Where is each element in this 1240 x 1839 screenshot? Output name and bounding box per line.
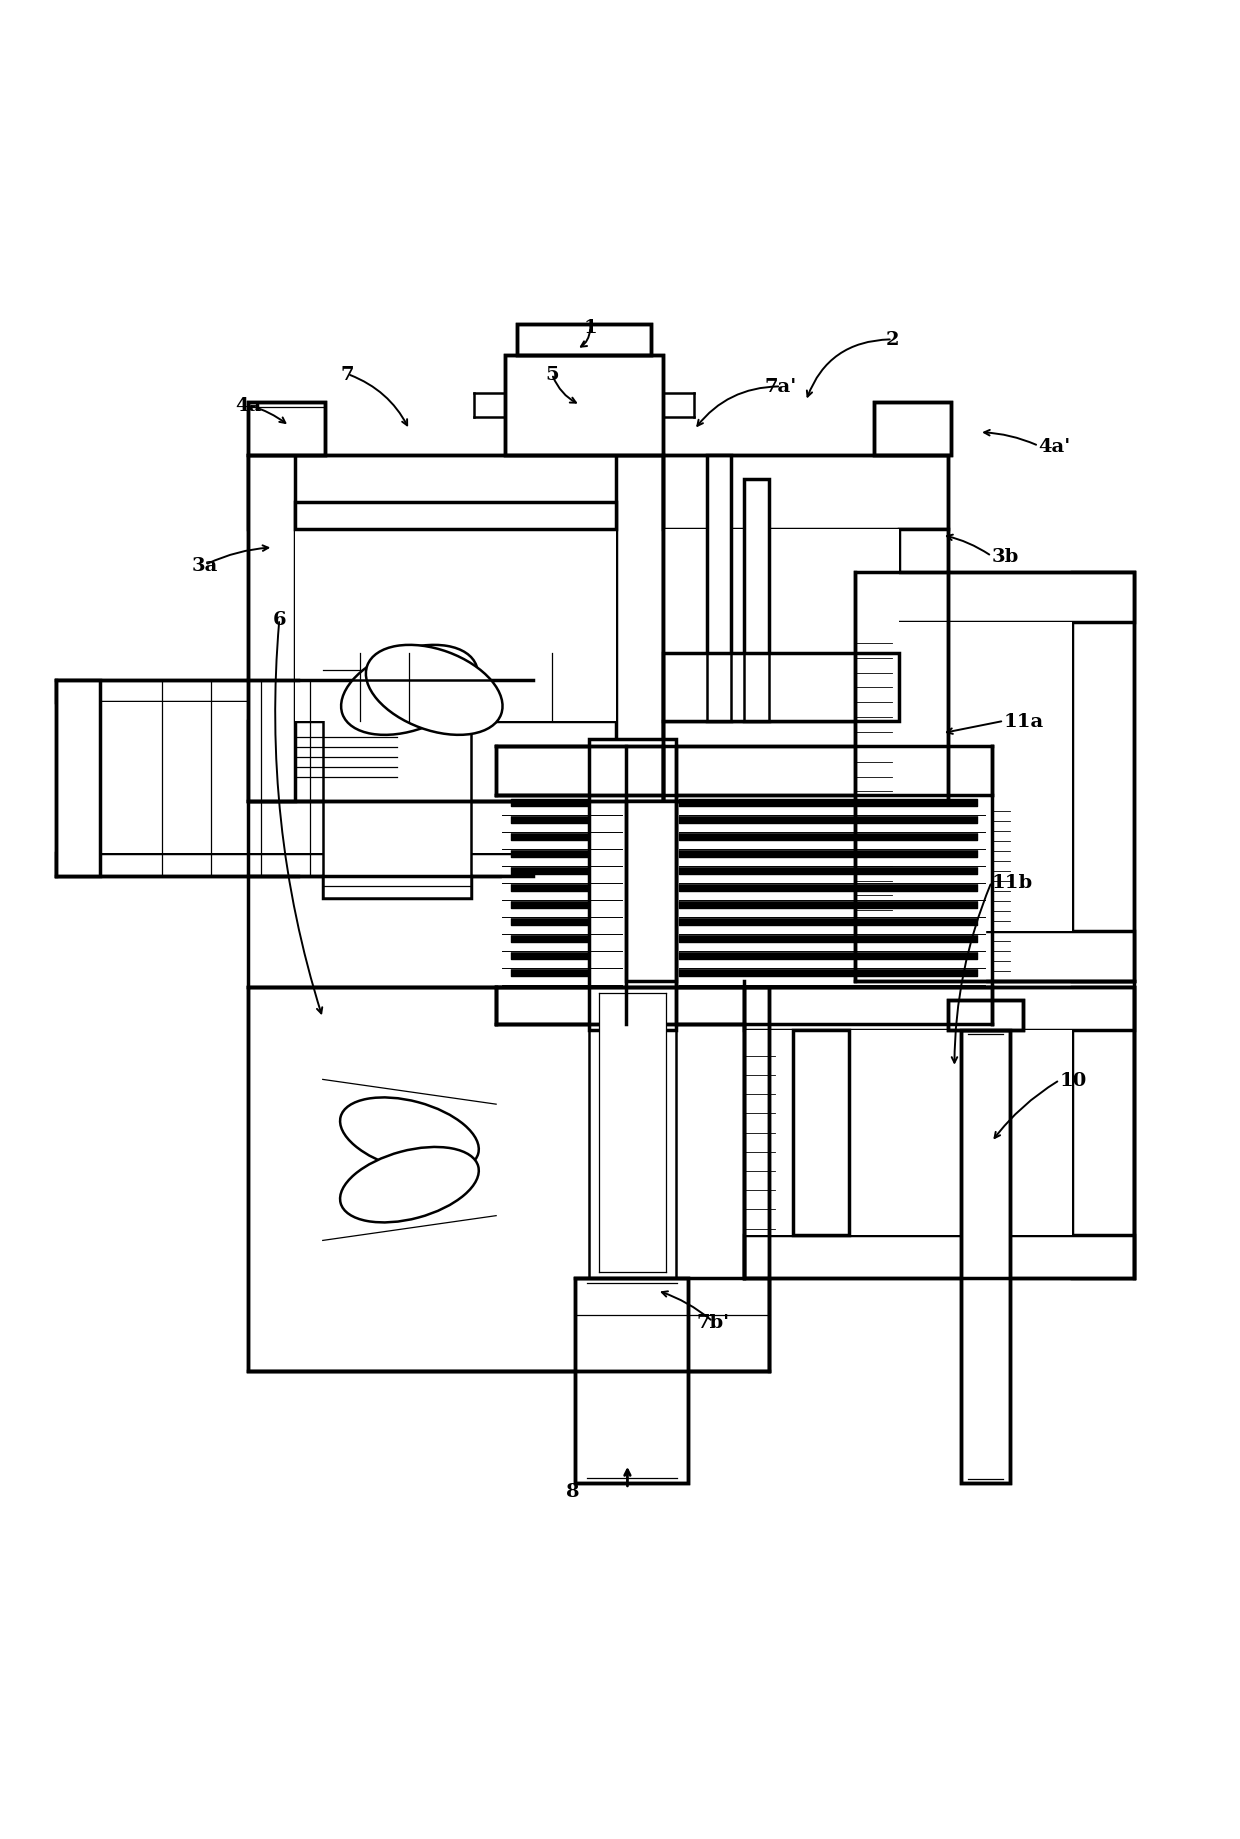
Bar [295,530,616,721]
Bar [744,988,1135,1278]
Bar [575,1278,688,1482]
Bar [322,658,471,680]
Bar [589,988,676,1278]
Ellipse shape [340,1098,479,1173]
Bar [961,1032,1011,1482]
Bar [57,680,99,875]
Bar [248,988,769,1372]
Bar [961,1032,1011,1482]
Text: 7: 7 [341,366,355,384]
Text: 1: 1 [583,318,598,337]
Bar [663,653,899,721]
Bar [874,403,951,456]
Bar [587,1284,677,1479]
Bar [744,1236,1135,1278]
Text: 2: 2 [885,331,899,349]
Text: 11b: 11b [992,874,1033,892]
Ellipse shape [341,645,477,736]
Ellipse shape [366,645,502,736]
Bar [505,357,663,456]
Bar [57,680,533,702]
Text: 4a': 4a' [1039,438,1071,456]
Bar [899,530,949,721]
Bar [517,326,651,357]
Text: 6: 6 [273,611,286,629]
Text: 3a: 3a [192,557,218,574]
Bar [248,721,663,802]
Bar [1073,988,1135,1278]
Bar [304,1043,713,1315]
Bar [505,357,663,456]
Bar [968,1035,1003,1479]
Bar [707,456,732,721]
Bar [322,875,471,899]
Text: 4a: 4a [236,397,262,416]
Bar [663,456,949,530]
Bar [599,993,666,1273]
Bar [794,1032,849,1236]
Bar [744,988,1135,1032]
Bar [248,988,769,1372]
Bar [616,456,663,802]
Bar [856,574,1135,982]
Bar [322,658,471,899]
Bar [496,988,992,1024]
Bar [794,1032,849,1236]
Bar [874,403,951,456]
Bar [248,456,663,802]
Text: 11a: 11a [1004,712,1044,730]
Bar [626,802,676,982]
Bar [663,530,899,721]
Bar [663,653,899,721]
Bar [856,574,1135,622]
Bar [248,456,663,530]
Text: 10: 10 [1060,1072,1087,1089]
Bar [295,502,616,530]
Bar [529,362,639,449]
Bar [496,747,992,796]
Bar [856,932,1135,982]
Text: 7a': 7a' [765,379,797,395]
Bar [248,403,325,456]
Bar [589,739,676,1032]
Bar [663,456,949,802]
Bar [949,1000,1023,1032]
Bar [856,622,1073,932]
Ellipse shape [340,1148,479,1223]
Bar [575,1278,688,1482]
Text: 7b': 7b' [697,1313,729,1331]
Bar [57,702,533,853]
Bar [248,456,295,802]
Text: 3b: 3b [992,548,1019,566]
Bar [517,326,651,357]
Text: 8: 8 [567,1482,579,1501]
Text: 5: 5 [546,366,559,384]
Bar [1073,574,1135,982]
Bar [707,456,732,721]
Bar [57,853,533,875]
Bar [744,480,769,721]
Bar [949,1000,1023,1032]
Bar [248,403,325,456]
Bar [744,1032,1073,1236]
Bar [744,480,769,721]
Bar [663,721,949,802]
